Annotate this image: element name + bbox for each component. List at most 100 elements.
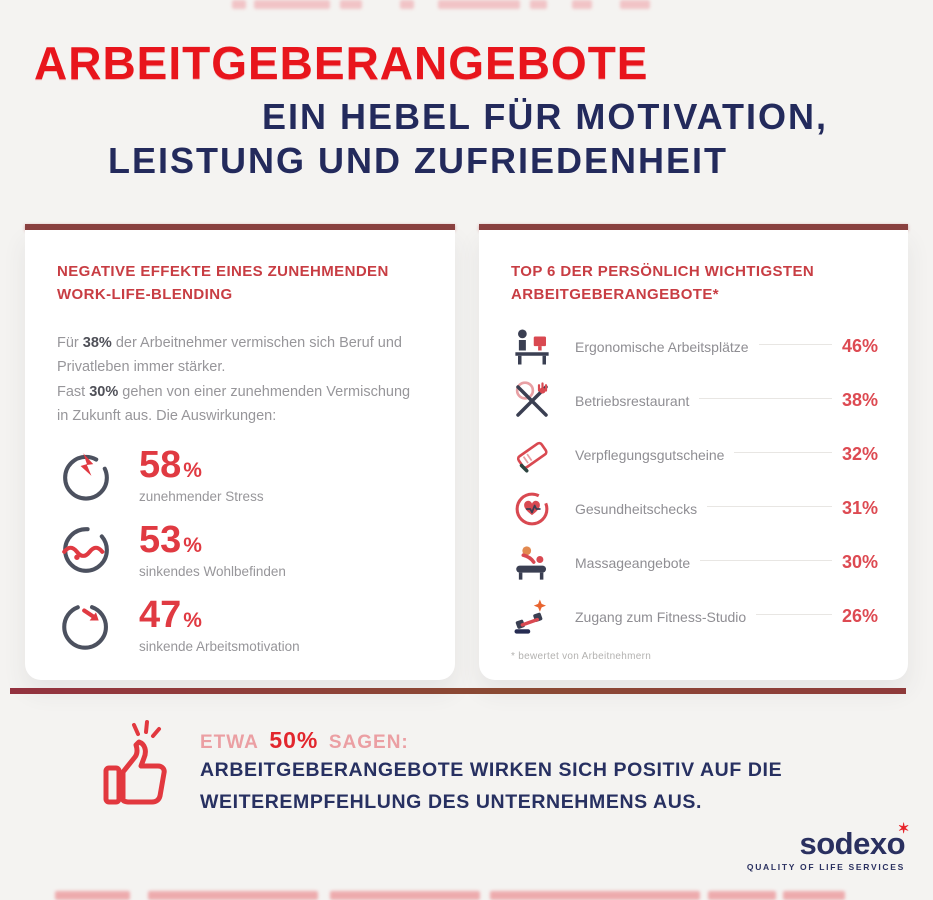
stat-unit: % <box>183 609 202 633</box>
cropped-print-fragment <box>490 891 700 900</box>
cropped-print-fragment <box>340 0 362 9</box>
offer-row-healthchecks: Gesundheitschecks 31% <box>511 489 878 529</box>
massage-icon <box>516 545 546 580</box>
cropped-print-fragment <box>438 0 520 9</box>
offer-label: Massageangebote <box>575 554 691 571</box>
banner-prefix: ETWA <box>200 732 259 753</box>
banner-statement: ARBEITGEBERANGEBOTE WIRKEN SICH POSITIV … <box>200 755 782 818</box>
left-card-intro-paragraph: Für 38% der Arbeitnehmer vermischen sich… <box>57 331 413 430</box>
cropped-print-fragment <box>620 0 650 9</box>
logo-star-icon: ✶ <box>897 820 910 836</box>
intro-stat-30: 30% <box>89 383 119 400</box>
left-card-heading: NEGATIVE EFFEKTE EINES ZUNEHMENDEN WORK-… <box>57 260 425 307</box>
cropped-print-fragment <box>708 891 776 900</box>
offer-label: Ergonomische Arbeitsplätze <box>575 338 749 355</box>
cutlery-icon <box>515 380 548 417</box>
offer-value: 46% <box>841 336 878 356</box>
dotted-leader <box>758 344 832 345</box>
stat-text: 53% sinkendes Wohlbefinden <box>139 521 286 579</box>
intro-text: Fast <box>57 383 90 400</box>
cropped-print-fragment <box>400 0 414 9</box>
section-divider <box>10 688 906 694</box>
voucher-icon <box>516 441 548 472</box>
dotted-leader <box>700 560 832 561</box>
stat-value: 53% <box>139 521 286 559</box>
dotted-leader <box>734 452 832 453</box>
intro-text: gehen von einer zunehmenden Vermischung … <box>57 383 411 425</box>
stat-row-stress: 58% zunehmender Stress <box>57 446 425 504</box>
stat-label: sinkende Arbeitsmotivation <box>139 639 300 655</box>
left-card-heading-line2: WORK-LIFE-BLENDING <box>57 286 233 304</box>
offer-label: Betriebsrestaurant <box>575 392 690 409</box>
sodexo-logo: sodexo ✶ QUALITY OF LIFE SERVICES <box>746 820 910 872</box>
dotted-leader <box>707 506 832 507</box>
offer-row-massage: Massageangebote 30% <box>511 543 878 583</box>
right-card-heading-line1: TOP 6 DER PERSÖNLICH WICHTIGSTEN <box>511 263 815 280</box>
left-card-heading-line1: NEGATIVE EFFEKTE EINES ZUNEHMENDEN <box>57 263 389 280</box>
stat-row-wellbeing: 53% sinkendes Wohlbefinden <box>57 521 425 579</box>
top-offers-card: TOP 6 DER PERSÖNLICH WICHTIGSTEN ARBEITG… <box>479 230 908 680</box>
stat-value: 47% <box>139 596 300 634</box>
stat-label: sinkendes Wohlbefinden <box>139 564 286 580</box>
left-card-top-bar <box>25 224 455 230</box>
logo-wordmark: sodexo <box>799 826 905 861</box>
offer-label: Verpflegungsgutscheine <box>575 446 725 463</box>
offer-value: 31% <box>841 498 878 518</box>
sodexo-logo-text: sodexo ✶ <box>799 820 909 862</box>
right-card-heading-line2: ARBEITGEBERANGEBOTE* <box>511 286 720 304</box>
subtitle-line-1: EIN HEBEL FÜR MOTIVATION, <box>262 96 829 137</box>
offer-row-fitness: Zugang zum Fitness-Studio 26% <box>511 597 878 637</box>
offer-row-ergonomic: Ergonomische Arbeitsplätze 46% <box>511 327 878 367</box>
health-check-icon <box>515 492 549 525</box>
stat-value: 58% <box>139 446 264 484</box>
banner-statement-line2: WEITEREMPFEHLUNG DES UNTERNEHMENS AUS. <box>200 790 703 813</box>
right-card-heading: TOP 6 DER PERSÖNLICH WICHTIGSTEN ARBEITG… <box>511 260 878 307</box>
ergonomic-desk-icon <box>515 329 549 364</box>
stat-number: 53 <box>139 519 182 562</box>
dotted-leader <box>699 398 832 399</box>
right-card-top-bar <box>479 224 908 230</box>
offer-value: 26% <box>841 606 878 626</box>
stat-row-motivation: 47% sinkende Arbeitsmotivation <box>57 596 425 654</box>
cropped-print-fragment <box>330 891 480 900</box>
banner-suffix: SAGEN: <box>328 732 409 753</box>
cropped-print-fragment <box>232 0 246 9</box>
offer-row-restaurant: Betriebsrestaurant 38% <box>511 380 878 421</box>
banner-statement-line1: ARBEITGEBERANGEBOTE WIRKEN SICH POSITIV … <box>200 759 783 781</box>
footnote: * bewertet von Arbeitnehmern <box>511 650 652 662</box>
wellbeing-icon <box>62 527 109 573</box>
banner-percentage: 50% <box>269 727 319 753</box>
main-title: ARBEITGEBERANGEBOTE <box>34 37 649 89</box>
cropped-print-fragment <box>572 0 592 9</box>
stat-text: 58% zunehmender Stress <box>139 446 264 504</box>
offer-label: Gesundheitschecks <box>575 500 698 517</box>
stress-head-icon <box>63 453 109 501</box>
offer-value: 32% <box>841 444 878 464</box>
stat-unit: % <box>183 459 202 483</box>
banner-intro-line: ETWA 50% SAGEN: <box>200 727 409 754</box>
stat-label: zunehmender Stress <box>139 489 264 505</box>
cropped-print-fragment <box>55 891 130 900</box>
dotted-leader <box>756 614 832 615</box>
cropped-print-fragment <box>783 891 845 900</box>
intro-stat-38: 38% <box>82 334 112 351</box>
subtitle-line-2: LEISTUNG UND ZUFRIEDENHEIT <box>108 140 729 181</box>
motivation-arrow-icon <box>62 603 108 650</box>
cropped-print-fragment <box>148 891 318 900</box>
thumbs-up-icon <box>103 720 167 805</box>
cropped-print-fragment <box>530 0 547 9</box>
offer-value: 30% <box>841 552 878 572</box>
offer-label: Zugang zum Fitness-Studio <box>575 608 747 625</box>
offer-row-vouchers: Verpflegungsgutscheine 32% <box>511 435 878 475</box>
intro-text: Für <box>57 334 83 351</box>
stat-number: 58 <box>139 444 182 487</box>
stat-number: 47 <box>139 594 182 637</box>
work-life-blending-card: NEGATIVE EFFEKTE EINES ZUNEHMENDEN WORK-… <box>25 230 455 680</box>
intro-text: der Arbeitnehmer vermischen sich Beruf u… <box>57 334 402 376</box>
stat-unit: % <box>183 534 202 558</box>
stat-text: 47% sinkende Arbeitsmotivation <box>139 596 300 654</box>
logo-tagline: QUALITY OF LIFE SERVICES <box>746 862 905 872</box>
offer-value: 38% <box>841 390 878 410</box>
fitness-dumbbell-icon <box>514 599 546 634</box>
